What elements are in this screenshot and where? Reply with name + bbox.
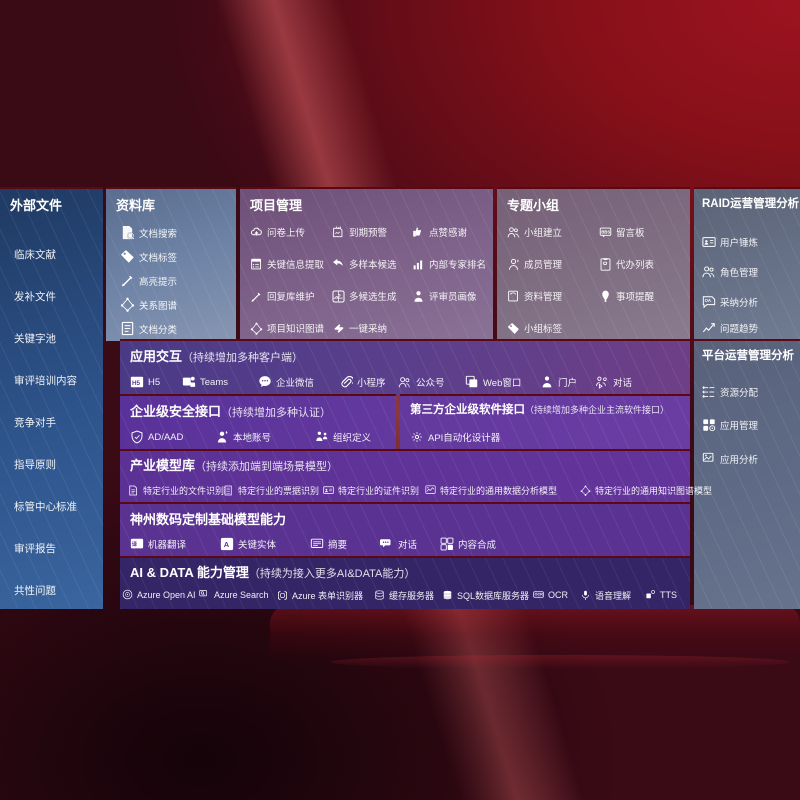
svg-text:译: 译 bbox=[132, 540, 138, 548]
svg-text:OCR: OCR bbox=[535, 593, 544, 597]
svg-text:OA: OA bbox=[705, 298, 711, 303]
svg-text:BBS: BBS bbox=[601, 229, 610, 234]
svg-text:H5: H5 bbox=[132, 380, 141, 387]
svg-text:A: A bbox=[224, 540, 230, 549]
